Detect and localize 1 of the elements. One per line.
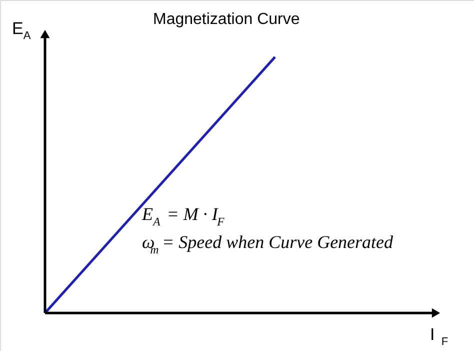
chart-title: Magnetization Curve [153, 11, 300, 28]
